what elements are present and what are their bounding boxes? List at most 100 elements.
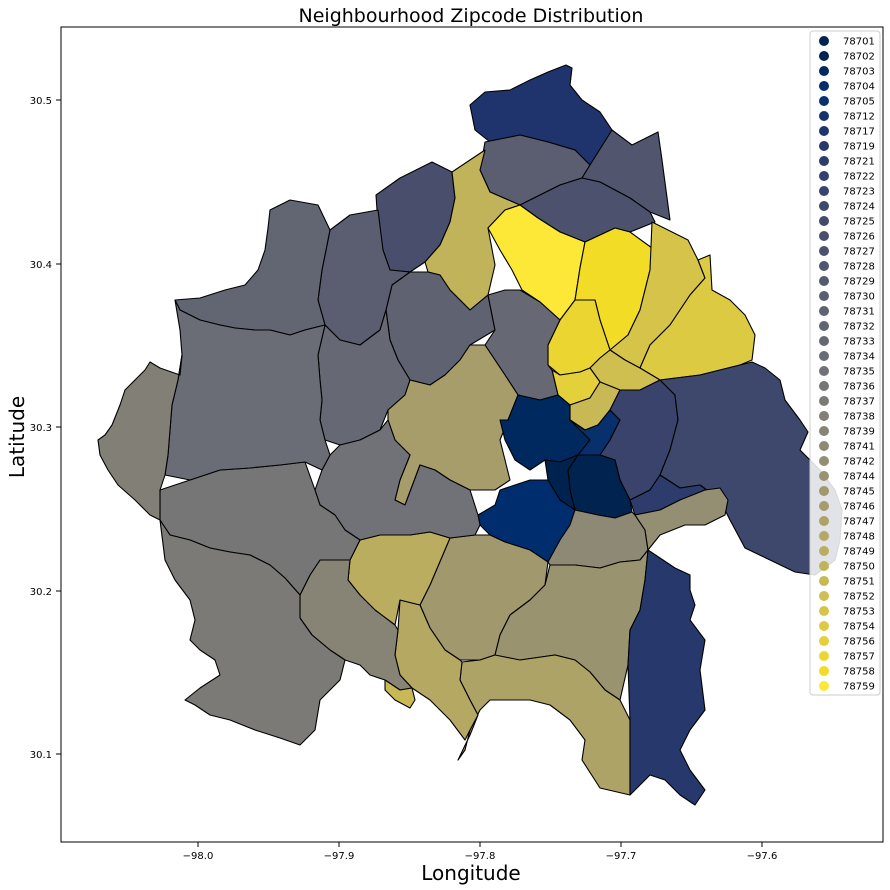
legend-marker	[819, 51, 829, 61]
legend-marker	[819, 351, 829, 361]
legend-marker	[819, 516, 829, 526]
legend-marker	[819, 681, 829, 691]
legend-marker	[819, 591, 829, 601]
legend-marker	[819, 426, 829, 436]
legend-marker	[819, 336, 829, 346]
legend-label: 78735	[843, 367, 875, 378]
legend-marker	[819, 141, 829, 151]
legend-label: 78726	[843, 232, 875, 243]
legend-marker	[819, 171, 829, 181]
legend-label: 78704	[843, 82, 875, 93]
x-tick-label: −98.0	[183, 851, 214, 862]
legend-label: 78729	[843, 277, 875, 288]
legend-marker	[819, 66, 829, 76]
legend-marker	[819, 276, 829, 286]
legend-label: 78721	[843, 157, 875, 168]
x-tick-label: −97.7	[606, 851, 637, 862]
legend-label: 78730	[843, 292, 875, 303]
legend-label: 78712	[843, 112, 875, 123]
legend-label: 78744	[843, 472, 875, 483]
legend-marker	[819, 546, 829, 556]
legend-marker	[819, 306, 829, 316]
legend-label: 78723	[843, 187, 875, 198]
legend-label: 78727	[843, 247, 875, 258]
legend-label: 78725	[843, 217, 875, 228]
legend-label: 78750	[843, 562, 875, 573]
legend-label: 78751	[843, 577, 875, 588]
legend-label: 78756	[843, 637, 875, 648]
legend-label: 78724	[843, 202, 875, 213]
legend-marker	[819, 501, 829, 511]
legend-marker	[819, 606, 829, 616]
legend-label: 78746	[843, 502, 875, 513]
x-axis: −98.0 −97.9 −97.8 −97.7 −97.6	[183, 842, 777, 862]
region-78737[interactable]	[159, 519, 346, 746]
legend-label: 78717	[843, 127, 875, 138]
legend-label: 78719	[843, 142, 875, 153]
legend-label: 78732	[843, 322, 875, 333]
legend-marker	[819, 621, 829, 631]
y-axis-label: Latitude	[5, 396, 29, 478]
legend-marker	[819, 291, 829, 301]
region-78719[interactable]	[627, 549, 706, 806]
legend-label: 78701	[843, 37, 875, 48]
legend-marker	[819, 96, 829, 106]
legend-label: 78758	[843, 667, 875, 678]
legend-marker	[819, 486, 829, 496]
legend-label: 78741	[843, 442, 875, 453]
legend-label: 78747	[843, 517, 875, 528]
legend-marker	[819, 186, 829, 196]
legend-label: 78754	[843, 622, 875, 633]
x-tick-label: −97.9	[324, 851, 355, 862]
legend-marker	[819, 381, 829, 391]
legend-label: 78728	[843, 262, 875, 273]
y-tick-label: 30.2	[30, 587, 52, 598]
legend-label: 78739	[843, 427, 875, 438]
legend-marker	[819, 156, 829, 166]
legend-marker	[819, 111, 829, 121]
legend-marker	[819, 651, 829, 661]
legend-box	[809, 30, 881, 696]
legend-marker	[819, 666, 829, 676]
legend-marker	[819, 216, 829, 226]
legend-label: 78742	[843, 457, 875, 468]
legend-label: 78731	[843, 307, 875, 318]
axes-frame	[60, 26, 884, 843]
legend-marker	[819, 636, 829, 646]
legend-marker	[819, 561, 829, 571]
legend-marker	[819, 321, 829, 331]
legend-marker	[819, 576, 829, 586]
legend-marker	[819, 81, 829, 91]
legend-label: 78722	[843, 172, 875, 183]
legend-label: 78738	[843, 412, 875, 423]
legend-marker	[819, 396, 829, 406]
legend-label: 78759	[843, 682, 875, 693]
region-78738[interactable]	[97, 354, 183, 521]
legend-label: 78703	[843, 67, 875, 78]
legend-label: 78705	[843, 97, 875, 108]
legend-marker	[819, 201, 829, 211]
y-tick-label: 30.1	[30, 750, 52, 761]
legend-label: 78734	[843, 352, 875, 363]
legend-marker	[819, 126, 829, 136]
legend-marker	[819, 231, 829, 241]
legend-label: 78748	[843, 532, 875, 543]
legend-marker	[819, 366, 829, 376]
legend-label: 78702	[843, 52, 875, 63]
legend-label: 78749	[843, 547, 875, 558]
x-tick-label: −97.8	[465, 851, 496, 862]
y-tick-label: 30.4	[30, 260, 52, 271]
legend-marker	[819, 261, 829, 271]
y-axis: 30.1 30.2 30.3 30.4 30.5	[30, 96, 61, 761]
legend-marker	[819, 471, 829, 481]
legend-marker	[819, 456, 829, 466]
legend-label: 78757	[843, 652, 875, 663]
legend-marker	[819, 411, 829, 421]
legend-label: 78753	[843, 607, 875, 618]
region-78744b[interactable]	[384, 679, 416, 709]
x-axis-label: Longitude	[421, 861, 520, 885]
y-tick-label: 30.3	[30, 423, 52, 434]
legend: 78701 78702 78703 78704 78705 78712 78717 78719…	[809, 30, 881, 696]
legend-label: 78752	[843, 592, 875, 603]
